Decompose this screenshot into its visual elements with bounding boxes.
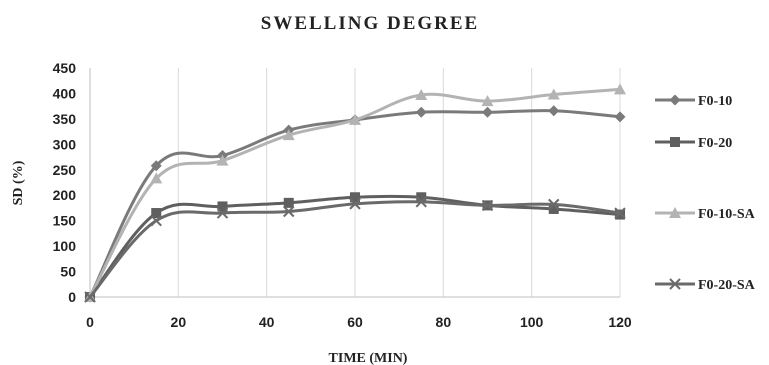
x-tick-label: 0	[86, 314, 94, 330]
data-point-f0-20	[151, 208, 162, 219]
y-tick-label: 50	[60, 264, 76, 280]
data-point-f0-20-sa	[84, 291, 96, 303]
legend-label-f0-20-sa: F0-20-SA	[698, 278, 756, 293]
legend-item-f0-20-sa: F0-20-SA	[655, 278, 756, 293]
data-point-f0-20	[350, 192, 360, 203]
legend-item-f0-20: F0-20	[655, 136, 732, 151]
data-point-f0-10	[150, 160, 162, 172]
data-point-f0-20	[283, 197, 294, 208]
series-layer	[84, 83, 626, 303]
data-point-f0-10-sa	[150, 172, 163, 184]
data-point-f0-10-sa	[282, 129, 295, 141]
data-point-f0-20-sa	[481, 199, 494, 212]
cross-stroke	[349, 198, 361, 210]
y-tick-label: 250	[53, 162, 77, 178]
y-tick-label: 150	[53, 213, 77, 229]
x-tick-label: 80	[436, 314, 452, 330]
data-point-f0-20-sa	[216, 207, 229, 219]
legend-item-f0-10-sa: F0-10-SA	[655, 207, 756, 222]
y-tick-label: 200	[53, 187, 77, 203]
x-axis-title: TIME (MIN)	[329, 351, 408, 365]
legend-label-f0-10: F0-10	[698, 94, 732, 109]
cross-stroke	[216, 207, 229, 219]
legend-label-f0-10-sa: F0-10-SA	[698, 207, 756, 222]
x-tick-label: 120	[608, 314, 632, 330]
cross-stroke	[548, 198, 560, 211]
data-point-f0-20	[416, 192, 427, 203]
data-point-f0-20-sa	[415, 196, 427, 208]
data-point-f0-10-sa	[415, 88, 428, 100]
legend-marker-f0-10-sa	[669, 207, 681, 218]
series-line-f0-10-sa	[88, 87, 621, 298]
data-point-f0-10	[482, 106, 493, 118]
grid-lines	[177, 68, 621, 297]
cross-stroke	[614, 207, 626, 219]
data-point-f0-20	[548, 203, 559, 214]
legend: F0-10 F0-20 F0-10-SA F0-20-SA	[655, 94, 756, 293]
y-tick-label: 350	[53, 111, 77, 127]
cross-stroke	[150, 214, 162, 227]
data-point-f0-20	[217, 201, 228, 212]
x-tick-label: 20	[171, 314, 187, 330]
cross-stroke	[481, 199, 494, 212]
legend-item-f0-10: F0-10	[655, 94, 732, 109]
cross-stroke	[669, 278, 681, 290]
data-point-f0-10-sa	[216, 154, 229, 166]
y-tick-label: 450	[53, 60, 77, 76]
data-point-f0-20-sa	[150, 214, 162, 227]
legend-label-f0-20: F0-20	[698, 136, 732, 151]
legend-marker-f0-20	[670, 137, 680, 147]
data-point-f0-10	[614, 111, 626, 123]
y-tick-label: 0	[68, 289, 76, 305]
data-point-f0-20-sa	[349, 198, 361, 210]
data-point-f0-20-sa	[614, 207, 626, 219]
x-tick-labels: 0 20 40 60 80 100 120	[86, 314, 632, 330]
cross-stroke	[283, 205, 295, 218]
data-point-f0-20-sa	[548, 198, 560, 211]
data-point-f0-10	[548, 105, 560, 117]
y-tick-label: 400	[53, 85, 77, 101]
data-point-f0-10	[415, 106, 427, 118]
y-axis-title: SD (%)	[11, 160, 26, 205]
data-point-f0-10-sa	[481, 95, 494, 107]
data-point-f0-10-sa	[547, 88, 560, 100]
x-tick-label: 60	[347, 314, 363, 330]
cross-stroke	[415, 196, 427, 208]
y-tick-labels: 0 50 100 150 200 250 300 350 400 450	[53, 60, 77, 305]
cross-stroke	[84, 291, 96, 303]
data-point-f0-20-sa	[283, 205, 295, 218]
data-point-f0-10-sa	[614, 83, 626, 95]
y-tick-label: 300	[53, 136, 77, 152]
data-point-f0-10-sa	[349, 113, 361, 125]
data-point-f0-20	[615, 209, 625, 220]
legend-marker-f0-10	[669, 94, 681, 106]
x-tick-label: 40	[259, 314, 275, 330]
axes	[89, 68, 620, 298]
legend-marker-f0-20-sa	[669, 278, 681, 290]
x-tick-label: 100	[520, 314, 544, 330]
series-f0-20-sa	[84, 196, 626, 303]
chart-title: SWELLING DEGREE	[261, 13, 479, 34]
y-tick-label: 100	[53, 238, 77, 254]
